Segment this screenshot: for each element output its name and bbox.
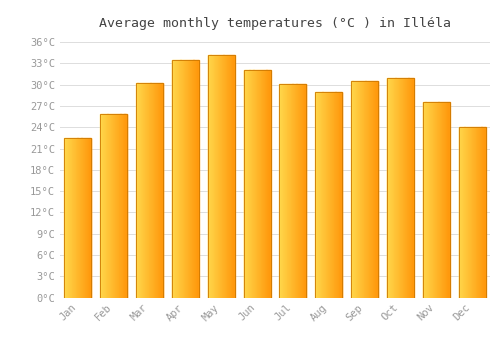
Bar (387, 78, 414, 298)
Bar (64, 138, 92, 298)
Bar (458, 126, 485, 298)
Bar (244, 70, 270, 298)
Bar (423, 103, 450, 298)
Bar (208, 55, 234, 298)
Bar (136, 83, 163, 298)
Bar (172, 60, 199, 298)
Bar (351, 81, 378, 298)
Bar (280, 84, 306, 298)
Title: Average monthly temperatures (°C ) in Illéla: Average monthly temperatures (°C ) in Il… (99, 17, 451, 30)
Bar (100, 114, 127, 297)
Bar (316, 92, 342, 298)
